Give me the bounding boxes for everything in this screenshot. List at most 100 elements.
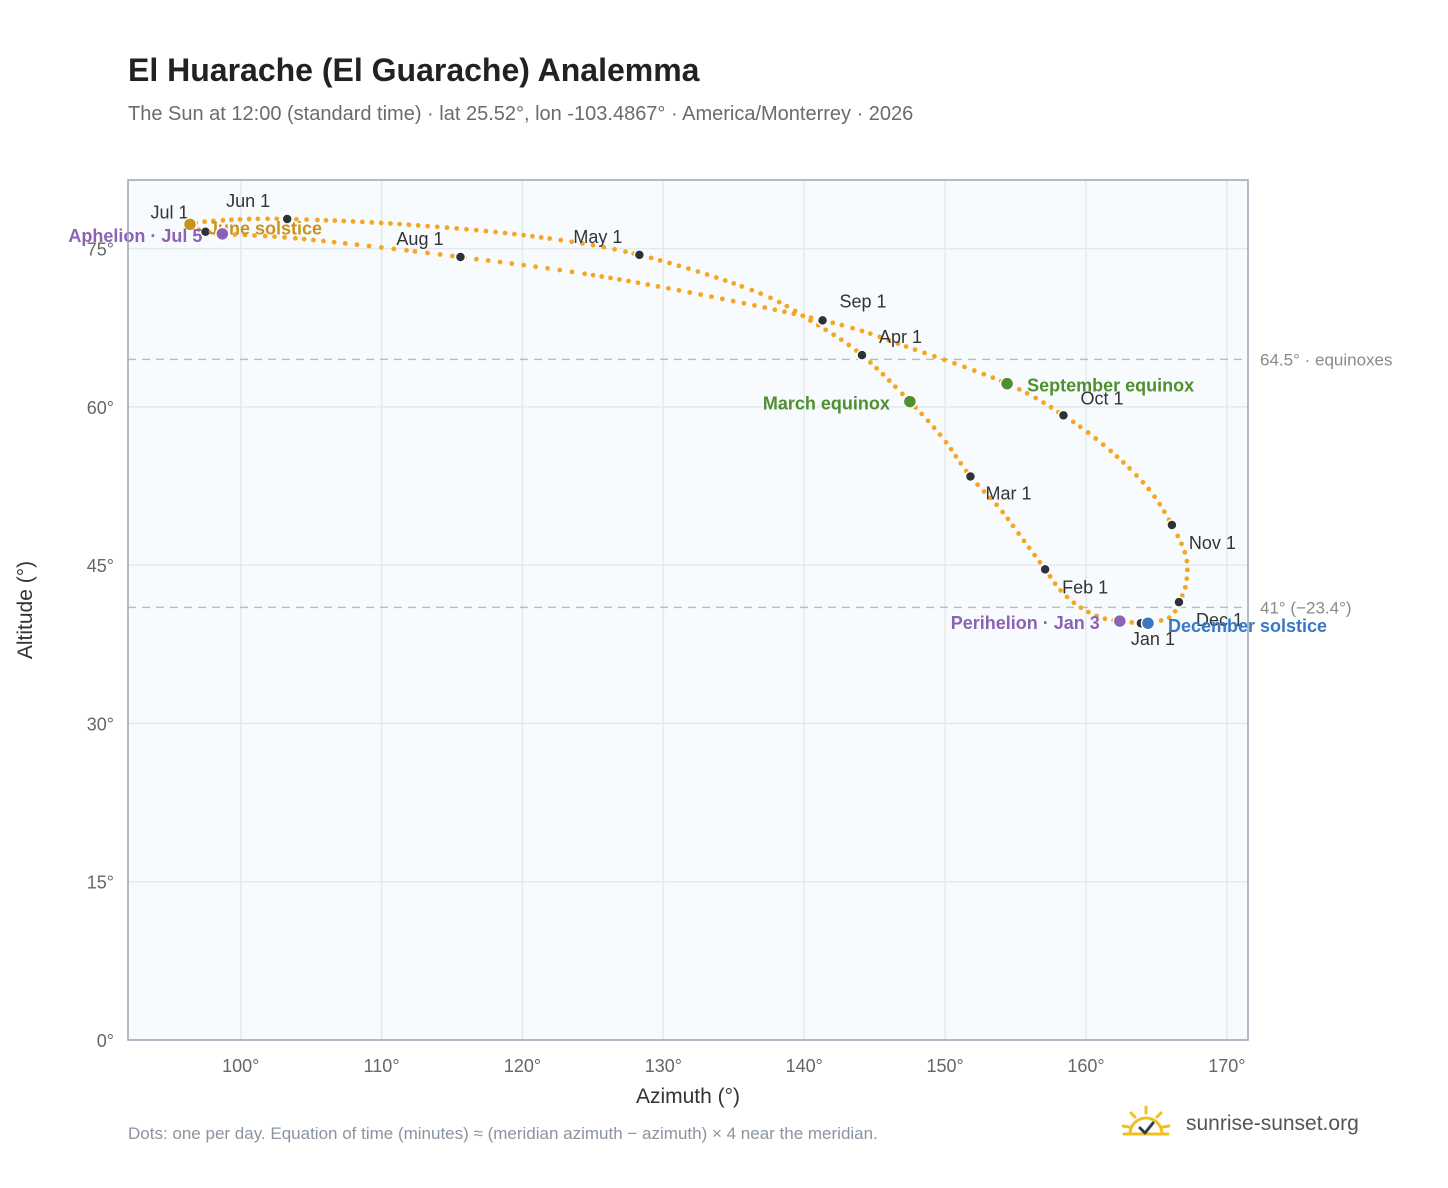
day-dot xyxy=(521,232,526,238)
day-dot xyxy=(685,266,691,272)
day-dot xyxy=(1127,466,1132,471)
day-dot xyxy=(341,218,347,224)
day-dot xyxy=(645,282,651,287)
event-marker-label: September equinox xyxy=(1027,376,1194,396)
event-marker-dot xyxy=(1112,613,1128,629)
day-dot xyxy=(252,233,257,238)
y-axis-title: Altitude (°) xyxy=(14,561,37,659)
y-tick-label: 60° xyxy=(87,398,114,418)
reference-lines: 64.5° · equinoxes 41° (−23.4°) xyxy=(128,350,1393,617)
day-dot xyxy=(704,272,710,277)
day-dot xyxy=(1182,584,1188,590)
x-tick-label: 130° xyxy=(645,1056,682,1076)
month-marker-dot xyxy=(964,470,977,483)
month-marker-label: Nov 1 xyxy=(1189,533,1236,553)
day-dot xyxy=(265,216,271,222)
day-dot xyxy=(623,249,628,255)
day-dot xyxy=(981,489,987,494)
event-markers: March equinox September equinox June solst… xyxy=(68,217,1327,636)
day-dot xyxy=(1166,615,1172,621)
day-dot xyxy=(1041,400,1046,406)
month-marker-dot xyxy=(1173,596,1185,608)
month-marker-label: Feb 1 xyxy=(1062,577,1108,597)
day-dot xyxy=(354,242,360,248)
day-dot xyxy=(450,253,455,259)
day-dot xyxy=(931,425,937,431)
month-markers: Jan 1 Feb 1 Mar 1 Apr 1 May 1 Jun 1 Jul 1 Aug 1… xyxy=(150,191,1243,649)
event-marker-dot xyxy=(902,394,918,409)
day-dot xyxy=(1070,419,1076,425)
day-dot xyxy=(444,225,450,231)
month-marker-label: Dec 1 xyxy=(1196,610,1243,630)
day-dot xyxy=(237,217,243,222)
day-dot xyxy=(741,300,747,306)
event-marker-label: June solstice xyxy=(208,218,322,238)
day-dot xyxy=(530,233,535,239)
day-dot xyxy=(1016,386,1022,392)
day-dot xyxy=(1184,576,1190,582)
day-dot xyxy=(667,260,672,266)
day-dot xyxy=(758,291,764,296)
day-dot xyxy=(202,219,207,225)
day-dot xyxy=(994,502,1000,508)
month-marker-label: Jul 1 xyxy=(150,203,188,223)
day-dot xyxy=(1093,436,1099,441)
day-dot xyxy=(502,230,508,236)
day-dot xyxy=(397,221,403,227)
month-marker-dot xyxy=(856,349,868,361)
month-marker-dot xyxy=(1057,409,1070,422)
day-dot xyxy=(483,228,489,234)
day-dot xyxy=(304,217,310,222)
day-dot xyxy=(521,262,527,268)
day-dot xyxy=(698,292,703,297)
day-dot xyxy=(655,284,661,289)
day-dot xyxy=(1071,600,1077,606)
day-dot xyxy=(731,281,737,286)
day-dot xyxy=(1052,581,1058,587)
month-marker-label: Apr 1 xyxy=(879,327,922,347)
brand[interactable]: sunrise-sunset.org xyxy=(1120,1102,1359,1146)
day-dot xyxy=(1016,531,1022,536)
x-axis-title: Azimuth (°) xyxy=(636,1085,740,1108)
day-dot xyxy=(886,378,892,383)
day-dot xyxy=(1184,558,1190,564)
day-dot xyxy=(762,305,768,310)
day-dot xyxy=(590,242,596,248)
day-dot xyxy=(1134,473,1139,478)
event-marker-dot xyxy=(999,376,1015,391)
day-dot xyxy=(272,234,277,240)
reference-line-label: 41° (−23.4°) xyxy=(1260,598,1352,617)
month-marker-label: Jan 1 xyxy=(1131,629,1175,649)
day-dot xyxy=(1021,538,1027,544)
day-dot xyxy=(311,237,316,243)
day-dot xyxy=(1152,494,1158,500)
day-dot xyxy=(676,263,682,269)
day-dot xyxy=(626,278,631,284)
day-dot xyxy=(412,248,418,254)
day-dot xyxy=(538,235,544,240)
x-tick-label: 170° xyxy=(1208,1056,1245,1076)
day-dot xyxy=(903,344,909,349)
day-dot xyxy=(485,258,491,263)
x-tick-label: 150° xyxy=(926,1056,963,1076)
day-dot xyxy=(497,259,503,265)
day-dot xyxy=(1064,594,1070,600)
plot-frame xyxy=(127,179,1249,1041)
day-dot xyxy=(332,218,338,224)
day-dot xyxy=(599,274,605,279)
day-dot xyxy=(1184,567,1190,573)
day-dot xyxy=(242,232,248,238)
day-dot xyxy=(975,482,980,488)
day-dot xyxy=(1085,430,1091,435)
day-dot xyxy=(425,223,431,229)
day-dot xyxy=(937,432,943,438)
day-dot xyxy=(558,237,564,243)
day-dot xyxy=(859,328,865,334)
day-dot xyxy=(323,217,329,223)
day-dot xyxy=(850,325,856,331)
day-dot xyxy=(1000,509,1006,515)
day-dot xyxy=(657,257,663,263)
day-dot xyxy=(1032,552,1038,558)
day-dot xyxy=(608,275,613,281)
